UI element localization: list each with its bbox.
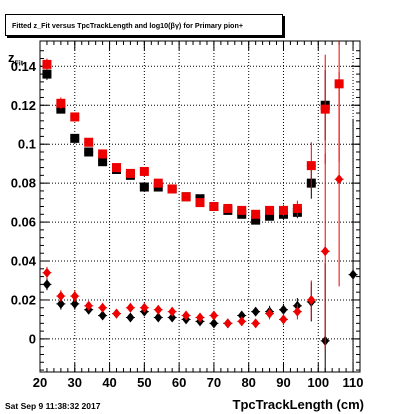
data-point-diamond [56, 298, 65, 309]
data-point-diamond [251, 318, 260, 329]
data-point-diamond [70, 298, 79, 309]
data-point-diamond [209, 310, 218, 321]
timestamp: Sat Sep 9 11:38:32 2017 [5, 401, 101, 411]
data-point-diamond [42, 279, 51, 290]
data-point-square [181, 192, 191, 202]
x-tick-label: 60 [172, 375, 186, 390]
y-tick-label: 0 [29, 331, 36, 346]
x-tick-label: 20 [33, 375, 47, 390]
data-point-square [84, 137, 94, 147]
data-point-square [153, 178, 163, 188]
y-tick-label: 0.1 [18, 137, 36, 152]
data-point-diamond [279, 314, 288, 325]
data-point-diamond [196, 312, 204, 323]
data-point-diamond [182, 310, 191, 321]
data-point-diamond [154, 304, 163, 315]
data-point-square [56, 98, 66, 108]
x-tick-label: 50 [137, 375, 151, 390]
data-point-diamond [112, 308, 121, 319]
chart-title: Fitted z_Fit versus TpcTrackLength and l… [5, 14, 283, 36]
data-point-square [42, 69, 52, 79]
data-point-diamond [237, 316, 246, 327]
data-point-diamond [98, 310, 107, 321]
data-point-square [84, 147, 94, 157]
data-point-diamond [335, 174, 344, 185]
y-tick-label: 0.06 [11, 215, 36, 230]
data-point-diamond [126, 302, 135, 313]
data-point-square [320, 104, 330, 114]
y-tick-label: 0.02 [11, 292, 36, 307]
x-tick-label: 40 [102, 375, 116, 390]
x-tick-label: 90 [276, 375, 290, 390]
data-point-square [139, 182, 149, 192]
x-tick-label: 70 [207, 375, 221, 390]
data-point-diamond [349, 269, 358, 280]
data-point-diamond [56, 291, 65, 302]
data-point-diamond [84, 300, 93, 311]
data-point-square [223, 203, 233, 213]
data-point-square [306, 161, 316, 171]
y-tick-label: 0.12 [11, 98, 36, 113]
data-point-diamond [307, 294, 316, 305]
data-point-diamond [223, 318, 232, 329]
data-point-diamond [126, 312, 135, 323]
y-axis-label: zFit [8, 50, 24, 68]
y-tick-label: 0.14 [11, 59, 37, 74]
marks-layer [42, 41, 358, 372]
data-point-square [112, 163, 122, 173]
data-point-square [265, 211, 275, 221]
data-point-diamond [237, 310, 246, 321]
data-point-square [251, 215, 261, 225]
data-point-square [70, 112, 80, 122]
data-point-diamond [168, 312, 177, 323]
data-point-square [125, 168, 135, 178]
data-point-square [98, 157, 108, 167]
data-point-diamond [251, 306, 260, 317]
data-point-square [265, 205, 275, 215]
data-point-square [209, 202, 219, 211]
data-point-diamond [293, 306, 302, 317]
data-point-diamond [140, 302, 149, 313]
data-point-square [195, 198, 205, 208]
data-point-square [139, 166, 149, 176]
data-point-diamond [70, 291, 79, 302]
x-tick-label: 110 [343, 375, 364, 390]
axis-layer: 20 30 40 50 60 70 80 90 100 110 0 0.02 0.04 0.06 0.08 0… [11, 40, 364, 390]
data-point-diamond [321, 246, 330, 257]
data-point-square [251, 209, 261, 219]
data-point-square [98, 149, 108, 159]
data-point-square [278, 205, 288, 215]
y-tick-label: 0.04 [11, 254, 37, 269]
data-point-diamond [265, 308, 274, 319]
data-point-square [292, 203, 302, 213]
data-point-diamond [168, 306, 177, 317]
data-point-diamond [42, 267, 51, 278]
y-tick-label: 0.08 [11, 176, 36, 191]
x-tick-label: 100 [307, 375, 329, 390]
data-point-diamond [154, 312, 163, 323]
data-point-square [42, 59, 52, 69]
data-point-diamond [98, 302, 107, 313]
data-point-square [70, 133, 80, 143]
data-point-diamond [279, 304, 288, 315]
data-point-square [237, 205, 247, 215]
data-point-diamond [209, 318, 218, 329]
x-tick-label: 80 [241, 375, 255, 390]
data-point-square [167, 184, 177, 194]
x-axis-label: TpcTrackLength (cm) [232, 397, 364, 412]
x-tick-label: 30 [68, 375, 82, 390]
